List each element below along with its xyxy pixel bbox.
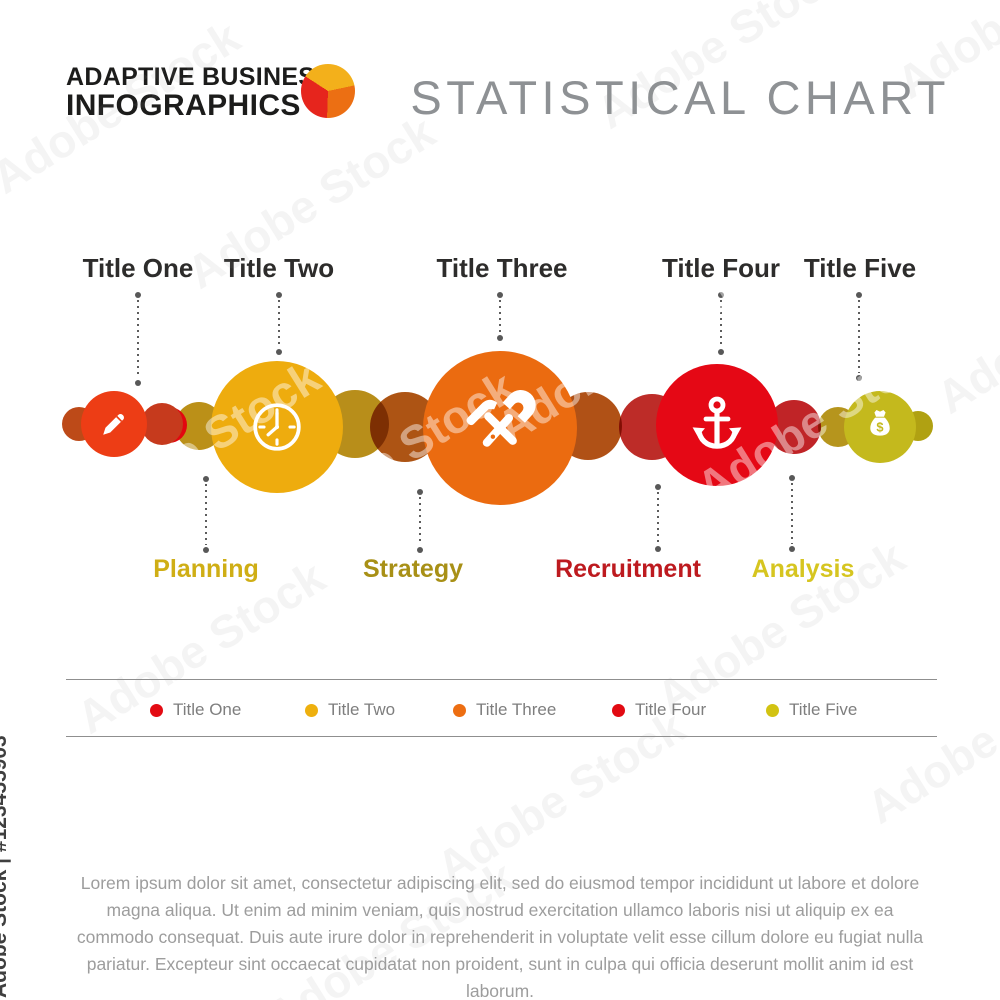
phase-connector-3 [655, 484, 661, 552]
phase-connector-1 [203, 476, 209, 553]
legend-divider-top [66, 679, 937, 680]
title-connector-5 [856, 292, 862, 381]
legend-label-4: Title Four [635, 700, 707, 719]
step-bubble-2 [211, 361, 343, 493]
money-bag-icon: $ [870, 409, 890, 436]
brand-line2: INFOGRAPHICS [66, 89, 301, 122]
brand-line1: ADAPTIVE BUSINESS [66, 63, 333, 91]
body-text: Lorem ipsum dolor sit amet, consectetur … [76, 873, 924, 1000]
legend-dot-3 [453, 703, 466, 717]
title-connector-1 [135, 292, 141, 386]
step-title-2: Title Two [223, 253, 335, 283]
step-title-3: Title Three [436, 253, 568, 283]
legend-item-3: Title Three [453, 700, 556, 720]
tools-icon [466, 390, 536, 447]
step-bubble-4 [656, 364, 778, 486]
clock-icon [253, 403, 301, 451]
legend-dot-4 [612, 703, 625, 717]
brand-pie-logo-icon [301, 64, 355, 118]
step-bubble-5: $ [844, 391, 916, 463]
connector-bubble-dark-red [141, 403, 183, 445]
phase-label-planning: Planning [153, 555, 259, 583]
phase-label-analysis: Analysis [751, 555, 855, 583]
phase-label-recruitment: Recruitment [555, 555, 701, 583]
legend-label-3: Title Three [476, 700, 557, 719]
legend-label-5: Title Five [789, 700, 858, 719]
watermark-id-label: Adobe Stock | #123455903 [0, 735, 11, 998]
legend-label-2: Title Two [328, 700, 396, 719]
title-connector-2 [276, 292, 282, 355]
legend-label-1: Title One [173, 700, 242, 719]
legend-item-1: Title One [150, 700, 241, 720]
step-bubble-1 [81, 391, 147, 457]
step-title-4: Title Four [662, 253, 780, 283]
legend-divider-bottom [66, 736, 937, 737]
legend-dot-2 [305, 703, 318, 717]
phase-connector-4 [789, 475, 795, 552]
svg-text:$: $ [876, 419, 883, 434]
legend-item-4: Title Four [612, 700, 706, 720]
legend-item-5: Title Five [766, 700, 857, 720]
watermark-tile: Adobe Stock [857, 640, 1000, 834]
step-title-5: Title Five [803, 253, 917, 283]
legend-dot-1 [150, 703, 163, 717]
title-connector-3 [497, 292, 503, 341]
watermark-tile: Adobe Stock [927, 230, 1000, 424]
legend-item-2: Title Two [305, 700, 395, 720]
anchor-icon [692, 396, 742, 449]
page-title: STATISTICAL CHART [410, 71, 950, 124]
legend-dot-5 [766, 703, 779, 717]
step-title-1: Title One [82, 253, 194, 283]
step-bubble-3 [423, 351, 577, 505]
phase-connector-2 [417, 489, 423, 553]
brand-name: ADAPTIVE BUSINESS INFOGRAPHICS [66, 64, 332, 121]
watermark-tile: Adobe Stock [427, 700, 694, 894]
pencil-icon [103, 414, 124, 435]
phase-label-strategy: Strategy [362, 555, 464, 583]
title-connector-4 [718, 292, 724, 355]
